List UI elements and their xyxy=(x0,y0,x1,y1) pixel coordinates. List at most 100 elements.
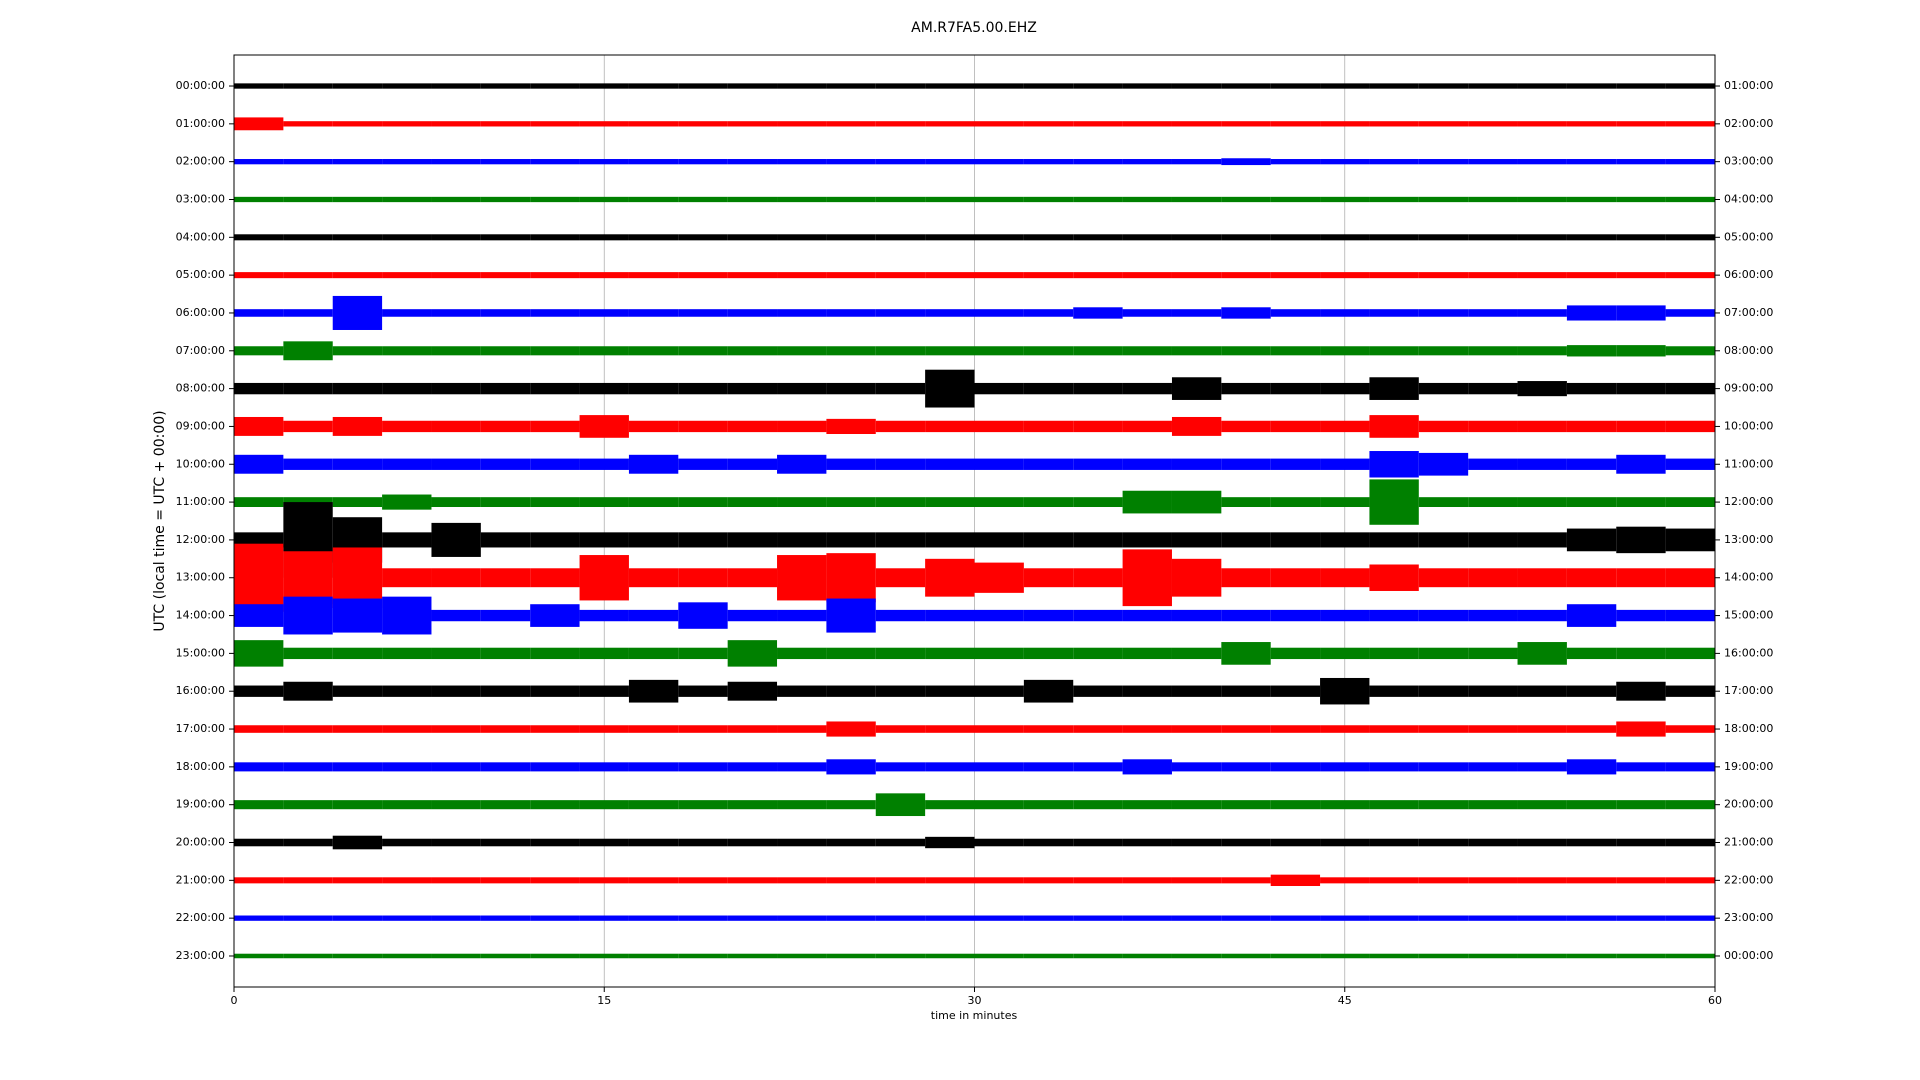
y-tick-label: 01:00:00 xyxy=(176,117,225,130)
trace-segment xyxy=(925,196,975,203)
trace-segment xyxy=(925,234,975,241)
x-tick-label: 45 xyxy=(1338,994,1352,1007)
trace-segment xyxy=(431,522,481,557)
trace-segment xyxy=(974,800,1024,810)
trace-segment xyxy=(1566,159,1617,165)
trace-segment xyxy=(974,562,1024,593)
trace-segment xyxy=(678,497,728,508)
trace-segment xyxy=(1221,762,1271,772)
trace-segment xyxy=(1517,196,1567,203)
trace-segment xyxy=(1566,915,1617,921)
trace-segment xyxy=(1270,762,1321,772)
trace-segment xyxy=(925,369,975,408)
trace-segment xyxy=(1616,454,1666,474)
trace-segment xyxy=(925,647,975,660)
trace-segment xyxy=(1270,121,1321,127)
trace-segment xyxy=(382,494,432,510)
trace-segment xyxy=(628,121,679,127)
trace-segment xyxy=(480,420,531,433)
trace-segment xyxy=(1468,877,1518,884)
trace-segment xyxy=(1073,272,1123,279)
trace-segment xyxy=(1566,345,1617,357)
trace-segment xyxy=(332,159,383,165)
trace-segment xyxy=(1418,309,1469,317)
trace-segment xyxy=(875,346,926,356)
trace-segment xyxy=(974,234,1024,241)
trace-segment xyxy=(1023,234,1074,241)
trace-segment xyxy=(1468,382,1518,395)
trace-segment xyxy=(875,725,926,733)
trace-segment xyxy=(382,685,432,697)
trace-segment xyxy=(826,915,876,921)
trace-segment xyxy=(1023,83,1074,89)
trace-segment xyxy=(1270,609,1321,622)
trace-segment xyxy=(1665,309,1715,317)
trace-segment xyxy=(382,877,432,884)
trace-segment xyxy=(332,382,383,395)
trace-segment xyxy=(875,121,926,127)
trace-segment xyxy=(1221,196,1271,203)
trace-segment xyxy=(925,420,975,433)
trace-segment xyxy=(530,953,580,959)
trace-segment xyxy=(628,309,679,317)
trace-segment xyxy=(1616,762,1666,772)
trace-segment xyxy=(1665,159,1715,165)
trace-segment xyxy=(1320,762,1370,772)
trace-segment xyxy=(1073,382,1123,395)
trace-segment xyxy=(1320,121,1370,127)
trace-segment xyxy=(382,420,432,433)
trace-segment xyxy=(1616,159,1666,165)
trace-segment xyxy=(1221,568,1271,588)
trace-segment xyxy=(925,953,975,959)
trace-segment xyxy=(826,759,876,775)
trace-segment xyxy=(826,382,876,395)
trace-segment xyxy=(1369,196,1419,203)
trace-segment xyxy=(1122,121,1172,127)
trace-segment xyxy=(332,725,383,733)
y2-tick-label: 07:00:00 xyxy=(1724,306,1773,319)
y-tick-label: 10:00:00 xyxy=(176,457,225,470)
trace-segment xyxy=(1320,915,1370,921)
trace-segment xyxy=(1468,497,1518,508)
trace-segment xyxy=(1566,382,1617,395)
trace-segment xyxy=(332,877,383,884)
trace-segment xyxy=(1616,647,1666,660)
trace-segment xyxy=(480,953,531,959)
trace-segment xyxy=(1023,915,1074,921)
trace-segment xyxy=(1616,568,1666,588)
trace-segment xyxy=(1073,159,1123,165)
trace-segment xyxy=(1122,685,1172,697)
trace-segment xyxy=(1122,800,1172,810)
trace-segment xyxy=(925,346,975,356)
trace-segment xyxy=(875,382,926,395)
trace-segment xyxy=(777,83,827,89)
trace-segment xyxy=(480,915,531,921)
trace-segment xyxy=(1616,800,1666,810)
y-tick-label: 08:00:00 xyxy=(176,382,225,395)
trace-segment xyxy=(1616,382,1666,395)
trace-segment xyxy=(234,83,284,89)
trace-segment xyxy=(1616,121,1666,127)
trace-segment xyxy=(1468,647,1518,660)
trace-segment xyxy=(1517,497,1567,508)
trace-segment xyxy=(579,309,629,317)
trace-segment xyxy=(234,272,284,279)
trace-segment xyxy=(1023,309,1074,317)
y-tick-label: 00:00:00 xyxy=(176,79,225,92)
trace-segment xyxy=(283,159,333,165)
trace-segment xyxy=(1566,877,1617,884)
trace-segment xyxy=(628,915,679,921)
trace-segment xyxy=(1517,915,1567,921)
trace-segment xyxy=(1270,800,1321,810)
trace-segment xyxy=(1517,877,1567,884)
trace-segment xyxy=(1221,458,1271,470)
trace-segment xyxy=(1369,725,1419,733)
trace-segment xyxy=(283,83,333,89)
trace-segment xyxy=(1320,647,1370,660)
trace-segment xyxy=(1665,83,1715,89)
trace-segment xyxy=(1566,196,1617,203)
y2-tick-label: 01:00:00 xyxy=(1724,79,1773,92)
trace-segment xyxy=(234,416,284,436)
trace-segment xyxy=(777,196,827,203)
trace-segment xyxy=(974,953,1024,959)
